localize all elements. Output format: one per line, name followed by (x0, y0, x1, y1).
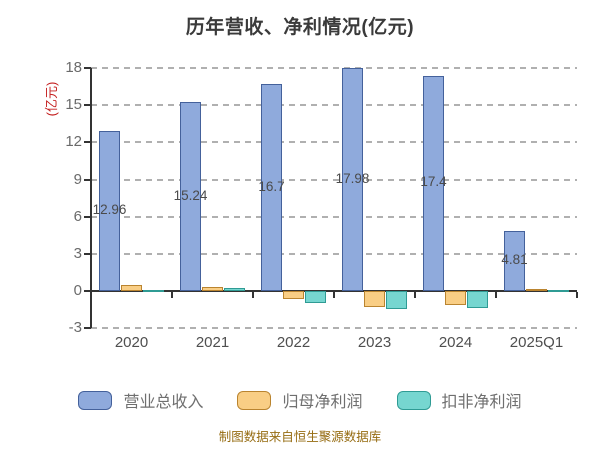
bar-扣非净利润-2020 (143, 290, 164, 293)
x-axis-tick-5 (495, 292, 497, 298)
legend: 营业总收入 归母净利润 扣非净利润 (0, 389, 600, 411)
bar-营业总收入-2021 (180, 102, 201, 291)
x-tick-label-2024: 2024 (438, 334, 473, 351)
y-axis-tick-9 (84, 178, 91, 181)
x-axis-tick-6 (576, 292, 578, 298)
gridline-y-3 (91, 252, 577, 255)
y-tick-label-12: 12 (65, 133, 82, 151)
x-tick-label-2025Q1: 2025Q1 (509, 334, 564, 351)
y-axis-tick--3 (84, 327, 91, 330)
y-axis-tick-18 (84, 67, 91, 70)
legend-label: 归母净利润 (282, 394, 363, 411)
x-tick-label-2022: 2022 (276, 334, 311, 351)
legend-item-营业总收入[interactable]: 营业总收入 (78, 388, 203, 412)
x-axis-line (91, 290, 577, 292)
bar-扣非净利润-2021 (224, 287, 245, 291)
bar-归母净利润-2023 (364, 291, 385, 308)
bar-归母净利润-2022 (283, 291, 304, 300)
gridline-y--3 (91, 327, 577, 330)
y-tick-label-9: 9 (73, 170, 82, 188)
y-axis-tick-0 (84, 290, 91, 292)
bar-归母净利润-2025Q1 (526, 289, 547, 292)
bar-扣非净利润-2024 (467, 291, 488, 309)
bar-营业总收入-2024 (423, 75, 444, 291)
y-tick-label-15: 15 (65, 96, 82, 114)
gridline-y-12 (91, 141, 577, 144)
bar-营业总收入-2023 (342, 68, 363, 291)
gridline-y-15 (91, 104, 577, 107)
y-tick-label--3: -3 (68, 319, 82, 337)
bar-value-label-2022: 16.7 (258, 178, 285, 194)
y-axis-tick-6 (84, 215, 91, 218)
legend-swatch-icon (78, 390, 113, 410)
bar-扣非净利润-2023 (386, 291, 407, 309)
bar-value-label-2020: 12.96 (92, 201, 127, 217)
legend-label: 营业总收入 (123, 394, 204, 411)
y-axis-tick-15 (84, 104, 91, 107)
y-tick-label-3: 3 (73, 244, 82, 262)
legend-item-扣非净利润[interactable]: 扣非净利润 (396, 388, 522, 412)
bar-归母净利润-2024 (445, 291, 466, 305)
y-tick-label-6: 6 (73, 207, 82, 225)
x-axis-tick-3 (333, 292, 335, 298)
bar-营业总收入-2020 (99, 130, 120, 291)
bar-营业总收入-2025Q1 (504, 231, 525, 291)
y-axis-line (90, 68, 92, 329)
gridline-y-9 (91, 178, 577, 181)
legend-swatch-icon (396, 390, 431, 410)
chart-title: 历年营收、净利情况(亿元) (185, 17, 415, 38)
x-axis-tick-2 (252, 292, 254, 298)
x-axis-tick-1 (171, 292, 173, 298)
legend-label: 扣非净利润 (441, 394, 522, 411)
bar-归母净利润-2021 (202, 286, 223, 291)
y-tick-label-0: 0 (73, 282, 82, 299)
bar-扣非净利润-2022 (305, 291, 326, 303)
bar-归母净利润-2020 (121, 285, 142, 291)
bar-营业总收入-2022 (261, 84, 282, 291)
y-axis-tick-12 (84, 141, 91, 144)
bar-扣非净利润-2025Q1 (548, 290, 569, 293)
gridline-y-18 (91, 67, 577, 70)
x-tick-label-2023: 2023 (357, 334, 392, 351)
legend-item-归母净利润[interactable]: 归母净利润 (237, 388, 363, 412)
x-tick-label-2021: 2021 (195, 334, 230, 351)
x-axis-tick-4 (414, 292, 416, 298)
data-source-watermark: 制图数据来自恒生聚源数据库 (218, 430, 382, 444)
bar-value-label-2023: 17.98 (335, 170, 370, 186)
x-tick-label-2020: 2020 (114, 334, 149, 351)
y-tick-label-18: 18 (65, 59, 82, 77)
bar-value-label-2024: 17.4 (420, 174, 447, 190)
legend-swatch-icon (237, 390, 272, 410)
bar-value-label-2025Q1: 4.81 (501, 252, 528, 268)
gridline-y-6 (91, 215, 577, 218)
y-axis-tick-3 (84, 252, 91, 255)
bar-value-label-2021: 15.24 (173, 187, 208, 203)
